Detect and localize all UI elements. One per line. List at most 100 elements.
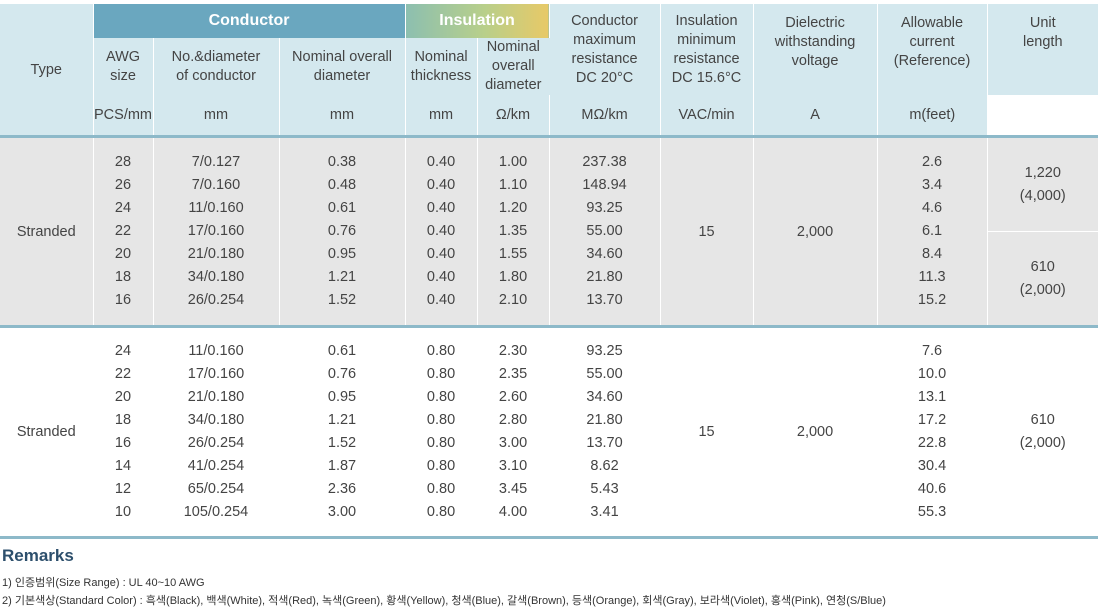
cable-spec-table: Type Conductor Insulation Conductor maxim… [0,4,1098,539]
cell-value: 34.60 [586,389,623,405]
cell-value: 10 [114,504,132,520]
group-2-ins-resistance: 15 [660,328,754,536]
cell-value: 20 [114,389,132,405]
group-1-awg: 28 26 24 22 20 18 16 [93,138,154,325]
group-1-no-diameter: 7/0.127 7/0.160 11/0.160 17/0.160 21/0.180 34… [153,138,280,325]
group-1-thickness: 0.40 0.40 0.40 0.40 0.40 0.40 0.40 [405,138,478,325]
cell-value: 12 [114,481,132,497]
unit-mohm: MΩ/km [549,95,661,135]
cell-value: 4.6 [921,200,943,216]
cell-value: 0.40 [426,292,456,308]
cell-value: 24 [114,343,132,359]
cell-value: 0.40 [426,223,456,239]
cell-value: 3.45 [498,481,528,497]
cell-value: 0.80 [426,412,456,428]
cell-value: 1.20 [498,200,528,216]
header-insulation: Insulation [405,4,550,38]
cell-value: 1.52 [327,292,357,308]
group-2-no-diameter: 11/0.160 17/0.160 21/0.180 34/0.180 26/0.254… [153,328,280,536]
cell-value: 3.00 [498,435,528,451]
group-2-overall-diameter: 0.61 0.76 0.95 1.21 1.52 1.87 2.36 3.00 [279,328,406,536]
group-1-unit-length-top: 1,220 (4,000) [987,138,1098,232]
cell-value: 22.8 [917,435,947,451]
cell-value: 0.80 [426,343,456,359]
cell-value: 0.80 [426,481,456,497]
header-awg: AWG size [93,38,154,95]
cell-value: 13.70 [586,292,623,308]
cell-value: 2.60 [498,389,528,405]
cell-value: 0.40 [426,246,456,262]
cell-value: 34/0.180 [187,412,245,428]
cell-value: 237.38 [582,154,627,170]
cell-value: 21.80 [586,412,623,428]
cell-value: 0.95 [327,389,357,405]
cell-value: 93.25 [586,200,623,216]
cell-value: 0.40 [426,200,456,216]
group-1-resistance: 237.38 148.94 93.25 55.00 34.60 21.80 13.70 [549,138,661,325]
cell-value: (2,000) [1019,435,1066,451]
cell-value: 11.3 [918,269,946,285]
cell-value: 610 [1030,258,1055,275]
cell-value: 0.80 [426,504,456,520]
unit-a: A [753,95,878,135]
cell-value: 0.48 [327,177,357,193]
cell-value: 3.10 [498,458,528,474]
cell-value: 0.80 [426,458,456,474]
cell-value: 3.4 [921,177,943,193]
cell-value: 1.10 [498,177,528,193]
header-nominal-overall-diameter: Nominal overall diameter [279,38,406,95]
cell-value: 7/0.160 [191,177,241,193]
cell-value: 13.1 [917,389,947,405]
group-1-ins-overall-diameter: 1.00 1.10 1.20 1.35 1.55 1.80 2.10 [477,138,550,325]
header-allowable-current: Allowable current (Reference) [877,4,988,95]
header-ins-overall-diameter: Nominal overall diameter [477,38,550,95]
cell-value: 26/0.254 [187,292,245,308]
unit-ohm: Ω/km [477,95,550,135]
cell-value: 21.80 [586,269,623,285]
unit-pcs: PCS/mm [93,95,154,135]
cell-value: 1.52 [327,435,357,451]
cell-value: 55.00 [586,223,623,239]
cell-value: 1,220 [1024,164,1061,181]
remark-standard-color: 2) 기본색상(Standard Color) : 흑색(Black), 백색(… [2,595,886,607]
cell-value: 21/0.180 [187,389,245,405]
cell-value: 16 [114,292,132,308]
cell-value: 105/0.254 [183,504,249,520]
group-2-unit-length: 610 (2,000) [987,328,1098,536]
header-dielectric: Dielectric withstanding voltage [753,4,878,95]
cell-value: 3.00 [327,504,357,520]
cell-value: 0.80 [426,366,456,382]
header-type: Type [0,4,94,135]
cell-value: 17/0.160 [187,366,245,382]
cell-value: 2.6 [921,154,943,170]
cell-value: 0.80 [426,435,456,451]
group-1-unit-length-bottom: 610 (2,000) [987,231,1098,325]
cell-value: 28 [114,154,132,170]
header-insulation-resistance: Insulation minimum resistance DC 15.6°C [660,4,754,95]
cell-value: 21/0.180 [187,246,245,262]
group-1-type: Stranded [0,138,94,325]
cell-value: 1.80 [498,269,528,285]
header-conductor-resistance: Conductor maximum resistance DC 20°C [549,4,661,95]
cell-value: 0.40 [426,154,456,170]
cell-value: 34.60 [586,246,623,262]
cell-value: 8.4 [921,246,943,262]
cell-value: 2.30 [498,343,528,359]
group-2-awg: 24 22 20 18 16 14 12 10 [93,328,154,536]
cell-value: (2,000) [1019,281,1066,298]
cell-value: 13.70 [586,435,623,451]
cell-value: 6.1 [921,223,943,239]
cell-value: 0.40 [426,177,456,193]
cell-value: 1.21 [327,269,357,285]
cell-value: 7/0.127 [191,154,241,170]
group-2-voltage: 2,000 [753,328,878,536]
cell-value: 2.36 [327,481,357,497]
cell-value: 65/0.254 [187,481,245,497]
cell-value: (4,000) [1019,187,1066,204]
table-row-group-2: Stranded 24 22 20 18 16 14 12 10 11/0.160 17/0.1… [0,328,1098,536]
cell-value: 0.76 [327,223,357,239]
cell-value: 5.43 [590,481,619,497]
cell-value: 10.0 [917,366,947,382]
cell-value: 40.6 [917,481,947,497]
cell-value: 26 [114,177,132,193]
